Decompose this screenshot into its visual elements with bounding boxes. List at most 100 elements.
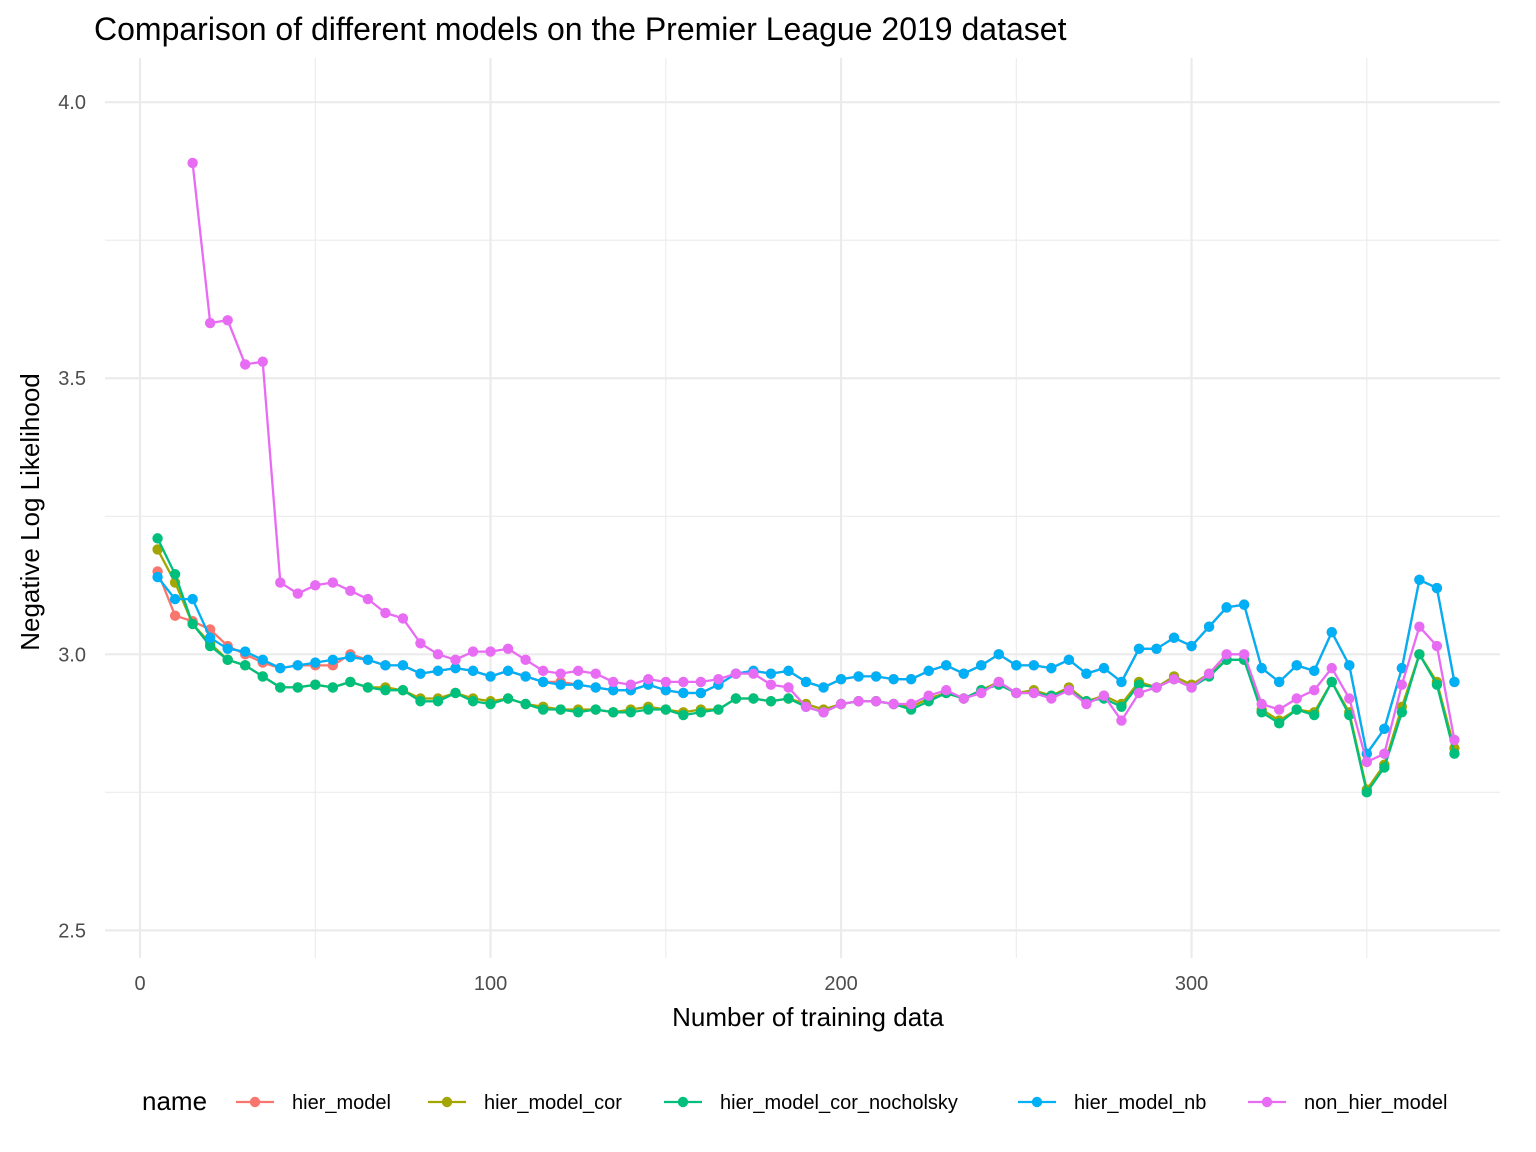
data-point — [608, 676, 619, 688]
data-point — [1309, 685, 1320, 696]
data-point — [1256, 698, 1267, 710]
data-point — [415, 696, 426, 707]
data-point — [1221, 649, 1232, 660]
data-point — [818, 707, 829, 718]
data-point — [1396, 679, 1408, 690]
data-point — [502, 665, 514, 677]
data-point — [1203, 668, 1215, 679]
data-point — [608, 707, 619, 718]
data-point — [923, 665, 934, 677]
data-point — [275, 662, 286, 674]
data-point — [467, 696, 479, 707]
data-point — [941, 685, 952, 696]
data-point — [240, 646, 251, 657]
y-tick-label: 4.0 — [58, 92, 86, 114]
data-point — [1344, 660, 1355, 671]
data-point — [835, 698, 847, 710]
data-point — [608, 685, 619, 696]
data-point — [240, 359, 251, 370]
data-point — [870, 671, 882, 682]
data-point — [1063, 685, 1075, 696]
data-point — [204, 317, 216, 329]
data-point — [450, 687, 461, 699]
data-point — [1344, 709, 1355, 721]
data-point — [327, 682, 339, 693]
x-axis-title: Number of training data — [672, 1002, 944, 1032]
data-point — [976, 660, 987, 671]
data-point — [485, 698, 496, 710]
data-point — [1256, 662, 1267, 674]
legend-item-hier_model_cor: hier_model_cor — [428, 1092, 622, 1114]
data-point — [1116, 715, 1127, 726]
data-point — [1414, 649, 1425, 660]
data-point — [590, 668, 601, 679]
data-point — [1309, 665, 1320, 677]
data-point — [958, 668, 969, 679]
data-point — [783, 665, 794, 677]
grid-lines — [105, 58, 1500, 958]
data-point — [1186, 640, 1197, 652]
data-point — [1046, 693, 1057, 704]
data-point — [152, 544, 163, 555]
data-point — [555, 679, 566, 690]
data-point — [204, 632, 216, 643]
data-point — [572, 665, 584, 677]
data-point — [485, 646, 496, 657]
legend-key-point — [441, 1096, 453, 1108]
data-point — [1326, 676, 1337, 688]
data-point — [1414, 574, 1425, 585]
data-point — [870, 696, 882, 707]
data-point — [1011, 660, 1022, 671]
data-point — [555, 704, 566, 715]
data-point — [923, 690, 934, 701]
x-tick-label: 100 — [474, 973, 507, 995]
x-tick-label: 200 — [824, 973, 857, 995]
data-point — [432, 649, 444, 660]
data-point — [625, 707, 636, 718]
data-point — [275, 682, 286, 693]
legend-key-point — [1261, 1096, 1273, 1108]
data-point — [1028, 687, 1040, 699]
data-point — [1414, 621, 1425, 632]
data-point — [1291, 660, 1302, 671]
data-point — [1379, 723, 1390, 735]
data-point — [1238, 599, 1250, 610]
data-point — [958, 693, 969, 704]
data-point — [1361, 787, 1373, 798]
data-point — [1379, 762, 1390, 773]
data-point — [678, 709, 689, 721]
data-point — [362, 654, 374, 666]
data-point — [380, 685, 391, 696]
data-point — [1098, 690, 1110, 701]
data-point — [1273, 718, 1285, 729]
data-point — [695, 687, 707, 699]
data-point — [1221, 602, 1232, 613]
data-point — [572, 707, 584, 718]
series-hier_model_nb — [152, 571, 1460, 759]
data-point — [275, 577, 286, 588]
data-point — [520, 671, 531, 682]
data-point — [1273, 676, 1285, 688]
data-point — [1449, 748, 1460, 759]
data-point — [257, 671, 268, 682]
data-point — [765, 668, 777, 679]
legend-label: hier_model_cor_nocholsky — [720, 1092, 958, 1114]
data-point — [537, 704, 549, 715]
series-non_hier_model — [187, 157, 1460, 768]
data-point — [397, 685, 409, 696]
data-point — [485, 671, 496, 682]
data-point — [1133, 679, 1145, 690]
x-axis-ticks: 0 100 200 300 — [134, 973, 1208, 995]
data-point — [502, 643, 514, 654]
data-point — [1116, 676, 1127, 688]
data-point — [1449, 734, 1460, 746]
data-point — [765, 696, 777, 707]
data-point — [1046, 662, 1057, 674]
data-point — [835, 673, 847, 685]
data-point — [415, 638, 426, 649]
data-point — [169, 610, 181, 621]
data-point — [292, 682, 303, 693]
series-group — [152, 157, 1460, 798]
data-point — [152, 533, 163, 544]
